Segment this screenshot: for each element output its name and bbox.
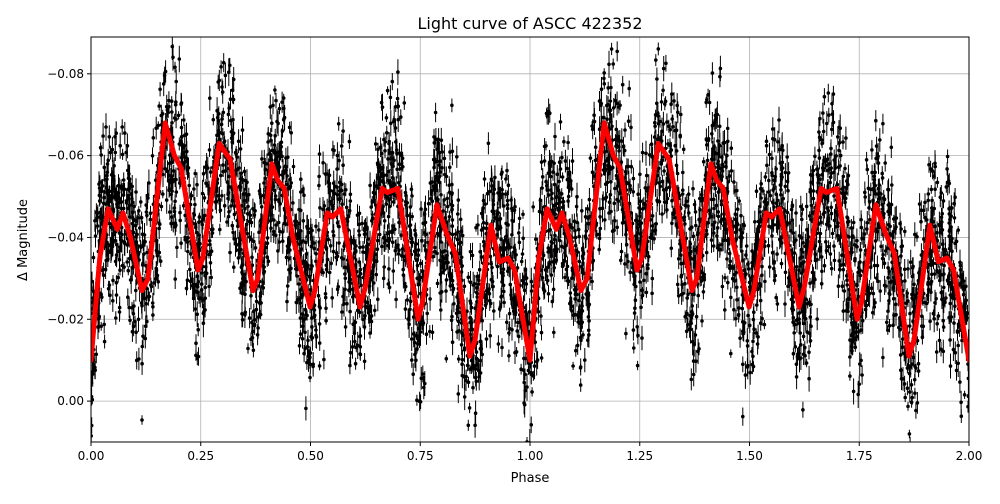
x-tick-label: 1.25 (626, 449, 653, 463)
x-tick-label: 1.00 (517, 449, 544, 463)
x-tick-label: 1.50 (736, 449, 763, 463)
model-curve (91, 120, 969, 363)
y-tick-label: 0.00 (57, 394, 84, 408)
y-tick-label: −0.04 (47, 230, 84, 244)
y-axis-label: Δ Magnitude (16, 199, 31, 281)
y-tick-label: −0.06 (47, 149, 84, 163)
chart-title: Light curve of ASCC 422352 (417, 14, 642, 33)
y-tick-label: −0.08 (47, 67, 84, 81)
x-tick-label: 0.50 (297, 449, 324, 463)
x-tick-label: 0.25 (187, 449, 214, 463)
y-tick-label: −0.02 (47, 312, 84, 326)
x-tick-label: 0.75 (407, 449, 434, 463)
x-tick-label: 0.00 (78, 449, 105, 463)
x-axis-label: Phase (511, 471, 550, 486)
x-tick-label: 1.75 (846, 449, 873, 463)
x-tick-label: 2.00 (956, 449, 983, 463)
model-curve-group (91, 120, 969, 363)
axis-ticks: 0.00 0.25 0.50 0.75 1.00 1.25 1.50 1.75 2.00 −0.0… (47, 67, 982, 463)
